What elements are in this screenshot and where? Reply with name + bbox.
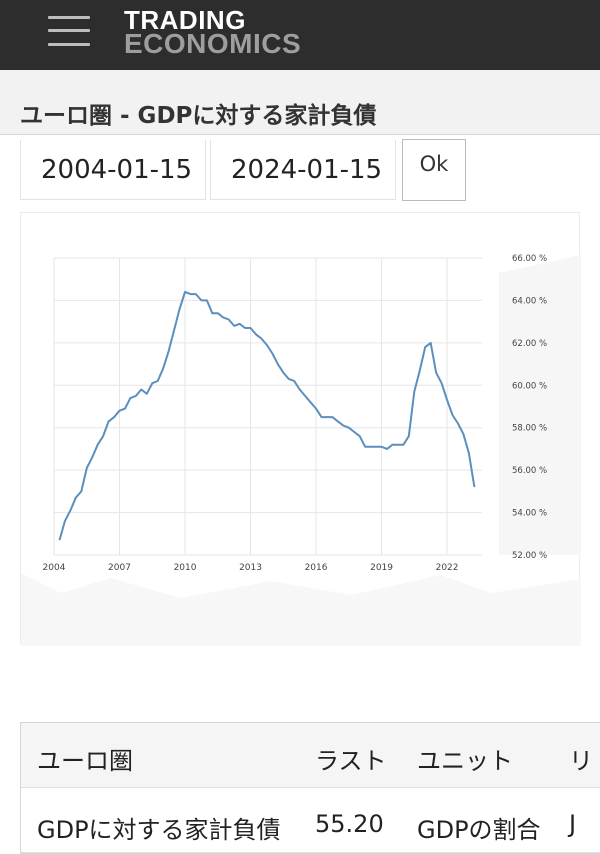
y-tick-label-1: 54.00 % (512, 509, 547, 519)
page-title: ユーロ圏 - GDPに対する家計負債 (20, 103, 377, 129)
x-tick-label-4: 2016 (305, 563, 328, 573)
table-cell-indicator[interactable]: GDPに対する家計負債 (37, 816, 281, 844)
x-tick-label-3: 2013 (239, 563, 262, 573)
y-tick-label-7: 66.00 % (512, 254, 547, 264)
table-header-row: ユーロ圏 ラスト ユニット リ (21, 723, 600, 788)
page-title-bar: ユーロ圏 - GDPに対する家計負債 (0, 70, 600, 135)
trading-economics-logo[interactable]: TRADING ECONOMICS (124, 5, 302, 59)
brand-line-1: TRADING (124, 5, 246, 35)
data-table: ユーロ圏 ラスト ユニット リ GDPに対する家計負債 55.20 GDPの割合… (20, 722, 600, 854)
line-chart: 52.00 % 54.00 % 56.00 % 58.00 % 60.00 % 62.00… (21, 254, 581, 646)
y-tick-label-6: 64.00 % (512, 296, 547, 306)
y-tick-label-4: 60.00 % (512, 381, 547, 391)
y-tick-label-2: 56.00 % (512, 466, 547, 476)
x-tick-label-6: 2022 (436, 563, 459, 573)
column-header-country: ユーロ圏 (37, 747, 133, 775)
series-line-0 (58, 290, 476, 541)
brand-line-2: ECONOMICS (124, 28, 302, 59)
column-header-last: ラスト (315, 747, 387, 775)
x-tick-label-2: 2010 (174, 563, 197, 573)
start-date-input[interactable] (20, 140, 206, 200)
table-row[interactable]: GDPに対する家計負債 55.20 GDPの割合 J (21, 788, 600, 853)
ok-button[interactable]: Ok (402, 139, 466, 201)
x-tick-label-1: 2007 (108, 563, 131, 573)
column-header-reference: リ (569, 747, 593, 775)
hamburger-menu-icon[interactable] (48, 14, 92, 48)
chart-axis-band-right (499, 255, 581, 555)
column-header-unit: ユニット (417, 747, 513, 775)
x-tick-label-5: 2019 (370, 563, 393, 573)
x-tick-label-0: 2004 (43, 563, 66, 573)
chart-container: 52.00 % 54.00 % 56.00 % 58.00 % 60.00 % 62.00… (20, 212, 581, 646)
chart-bottom-band (21, 573, 581, 646)
table-cell-unit: GDPの割合 (417, 816, 541, 844)
table-cell-reference: J (569, 810, 577, 838)
table-cell-last: 55.20 (315, 810, 384, 838)
y-tick-label-5: 62.00 % (512, 339, 547, 349)
top-navigation-bar: TRADING ECONOMICS (0, 0, 600, 70)
y-tick-label-3: 58.00 % (512, 424, 547, 434)
y-tick-label-0: 52.00 % (512, 551, 547, 561)
end-date-input[interactable] (210, 140, 396, 200)
